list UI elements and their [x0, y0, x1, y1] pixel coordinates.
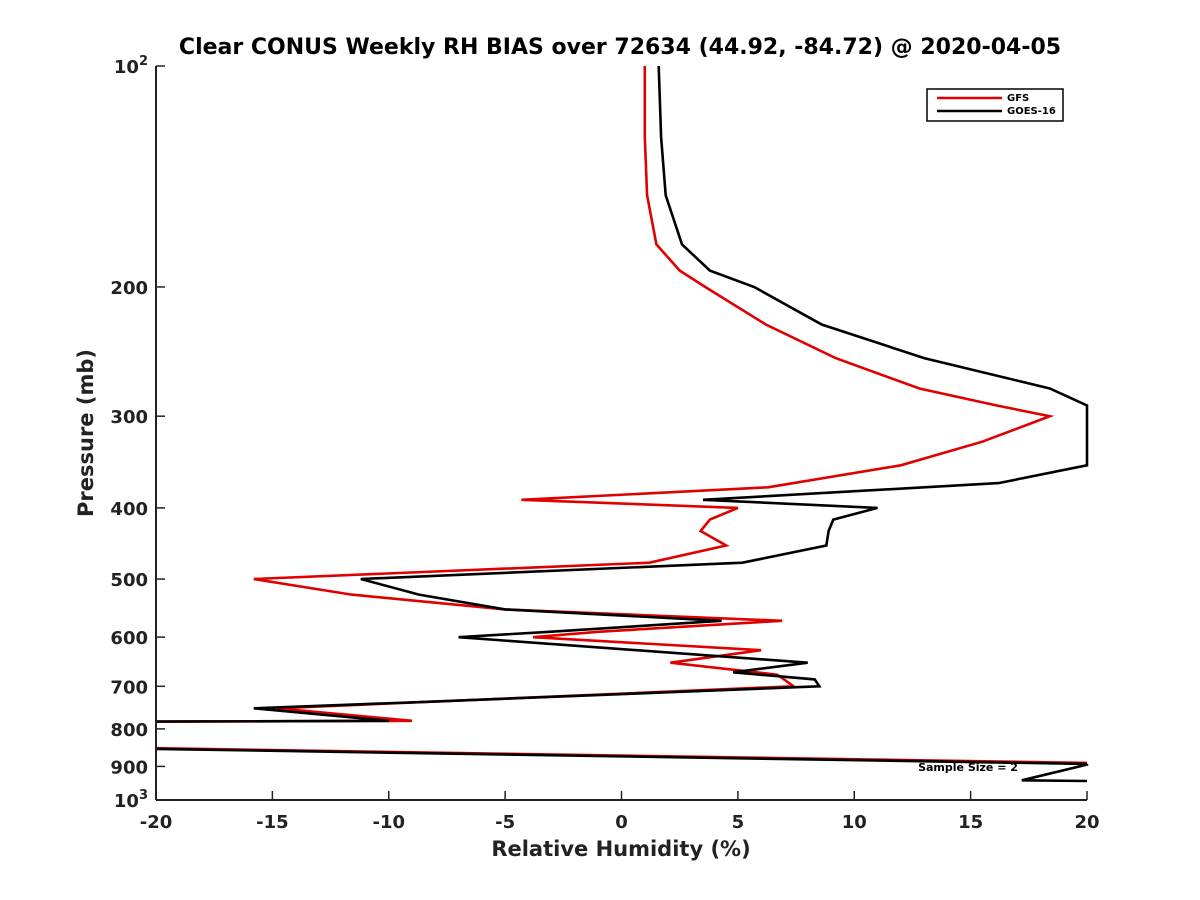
x-tick-label: -5 [495, 812, 515, 833]
y-tick-label: 300 [110, 407, 148, 428]
y-tick-label: 800 [110, 720, 148, 741]
y-tick-label: 600 [110, 628, 148, 649]
near-surface-segment-3 [1021, 763, 1089, 783]
chart-title: Clear CONUS Weekly RH BIAS over 72634 (4… [179, 35, 1061, 60]
legend-box [926, 88, 1064, 122]
x-tick-label: -20 [140, 812, 173, 833]
near-surface-segment-2 [155, 747, 1088, 766]
x-tick-label: -10 [372, 812, 405, 833]
x-tick-label: 20 [1074, 812, 1099, 833]
sample-size-annotation: Sample Size = 2 [918, 761, 1018, 774]
x-tick-label: 0 [615, 812, 628, 833]
x-tick-label: -15 [256, 812, 289, 833]
x-axis-label: Relative Humidity (%) [491, 837, 750, 861]
x-tick-label: 10 [842, 812, 867, 833]
y-tick-label: 700 [110, 677, 148, 698]
y-tick-label: 102 [114, 54, 148, 78]
y-tick-label: 900 [110, 757, 148, 778]
y-tick-label: 103 [114, 788, 148, 812]
x-tick-label: 15 [958, 812, 983, 833]
x-ticks: -20 -15 -10 -5 0 5 10 15 20 [140, 791, 1100, 833]
series-line-gfs [155, 66, 1055, 723]
y-ticks: 102 200 300 400 500 600 700 800 900 103 [110, 54, 165, 812]
y-axis-label: Pressure (mb) [74, 349, 98, 517]
x-tick-label: 5 [732, 812, 745, 833]
legend-label-gfs: GFS [1007, 93, 1029, 104]
y-tick-label: 500 [110, 570, 148, 591]
legend: GFS GOES-16 [926, 88, 1064, 122]
legend-label-goes16: GOES-16 [1007, 106, 1056, 117]
series-line-goes16 [155, 65, 1089, 723]
series-layer [155, 65, 1089, 783]
plot-area [156, 66, 1087, 800]
y-tick-label: 400 [110, 499, 148, 520]
y-tick-label: 200 [110, 278, 148, 299]
